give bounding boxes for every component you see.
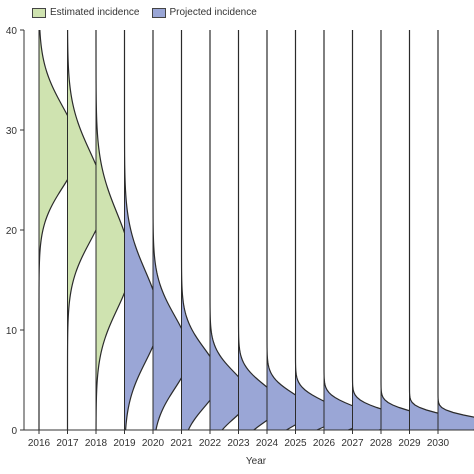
x-tick-label-2017: 2017 [56, 438, 79, 449]
ridge-2030 [437, 30, 474, 431]
ridge-outline-2028 [380, 30, 435, 431]
legend-item-projected: Projected incidence [151, 7, 257, 18]
x-tick-label-2020: 2020 [142, 438, 165, 449]
ridge-area-2024 [267, 30, 311, 430]
x-tick-label-2022: 2022 [199, 438, 222, 449]
legend-swatch-projected [151, 7, 166, 18]
x-tick-label-2019: 2019 [113, 438, 136, 449]
ridge-outline-2029 [408, 30, 466, 431]
x-tick-label-2029: 2029 [398, 438, 421, 449]
y-tick-label-30: 30 [6, 126, 18, 137]
y-tick-label-10: 10 [6, 326, 18, 337]
ridge-outline-2024 [266, 30, 312, 431]
ridge-area-2030 [438, 30, 474, 430]
ridge-outline-2027 [351, 30, 404, 431]
y-ticks-layer: 0 10 20 30 40 [6, 26, 24, 437]
ridges-layer [38, 29, 474, 431]
y-tick-label-0: 0 [11, 426, 17, 437]
ridge-area-2018 [96, 30, 131, 430]
ridge-outline-2025 [294, 30, 343, 431]
legend-item-estimated: Estimated incidence [32, 7, 140, 18]
x-tick-label-2030: 2030 [427, 438, 450, 449]
x-tick-label-2018: 2018 [85, 438, 108, 449]
ridge-area-2023 [238, 30, 280, 430]
ridge-outline-2030 [437, 30, 474, 431]
x-tick-label-2024: 2024 [256, 438, 279, 449]
ridge-2018 [95, 30, 132, 431]
ridge-2019 [123, 30, 160, 431]
ridge-2024 [266, 30, 312, 431]
x-ticks-layer: 2016 2017 2018 2019 2020 2021 2022 2023 2024 2025… [28, 430, 450, 449]
ridge-area-2029 [409, 30, 465, 430]
ridge-2026 [323, 30, 373, 431]
ridge-area-2028 [381, 30, 434, 430]
x-tick-label-2027: 2027 [341, 438, 364, 449]
ridge-2028 [380, 30, 435, 431]
x-tick-label-2028: 2028 [370, 438, 393, 449]
x-axis-title: Year [246, 456, 267, 467]
legend-label-estimated: Estimated incidence [50, 7, 140, 18]
y-tick-label-20: 20 [6, 226, 18, 237]
ridge-2027 [351, 30, 404, 431]
legend: Estimated incidence Projected incidence [32, 7, 263, 18]
legend-label-projected: Projected incidence [169, 7, 257, 18]
ridge-area-2021 [181, 30, 220, 430]
legend-swatch-estimated [32, 7, 46, 18]
ridge-area-2019 [124, 30, 159, 430]
x-tick-label-2016: 2016 [28, 438, 51, 449]
x-tick-label-2025: 2025 [284, 438, 307, 449]
ridge-area-2027 [352, 30, 404, 430]
ridge-2023 [237, 30, 281, 431]
ridge-area-2020 [153, 30, 189, 430]
ridge-2025 [294, 30, 343, 431]
y-tick-label-40: 40 [6, 26, 18, 37]
x-tick-label-2026: 2026 [313, 438, 336, 449]
x-tick-label-2021: 2021 [170, 438, 193, 449]
ridge-2029 [408, 30, 466, 431]
ridge-area-2026 [324, 30, 373, 430]
ridge-area-2017 [67, 30, 105, 430]
ridge-area-2025 [295, 30, 342, 430]
x-tick-label-2023: 2023 [227, 438, 250, 449]
ridge-outline-2026 [323, 30, 373, 431]
